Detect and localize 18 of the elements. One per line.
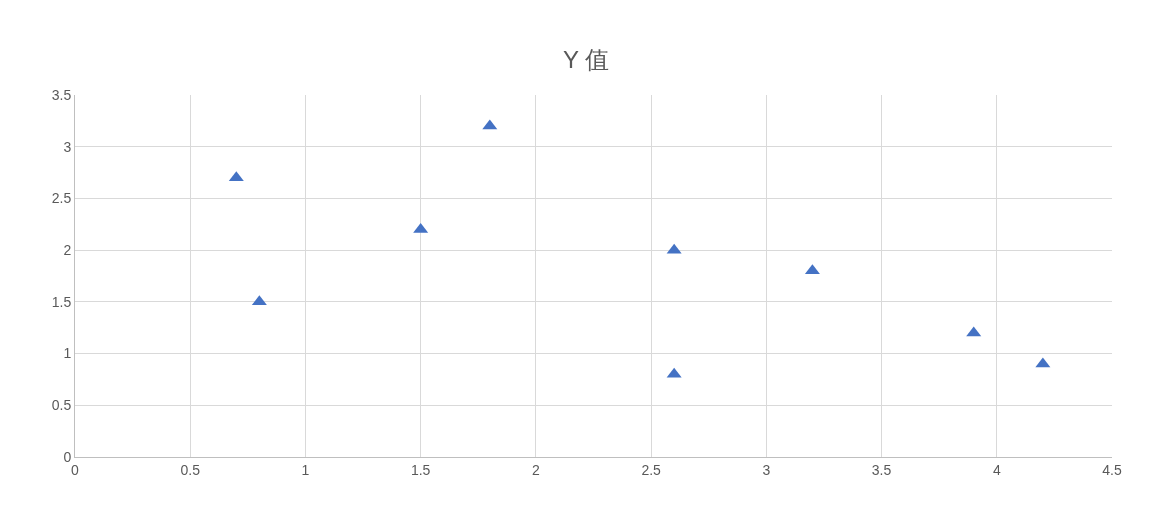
x-tick-label: 4 xyxy=(992,461,1001,478)
y-tick-label: 2.5 xyxy=(51,190,72,207)
y-tick-label: 2 xyxy=(63,242,72,259)
x-tick-label: 2 xyxy=(531,461,540,478)
y-tick-label: 1 xyxy=(63,345,72,362)
x-tick-label: 4.5 xyxy=(1102,461,1122,478)
x-tick-label: 0.5 xyxy=(180,461,201,478)
chart-title: Y 值 xyxy=(562,45,610,73)
y-tick-label: 1.5 xyxy=(51,293,72,310)
x-tick-label: 3.5 xyxy=(871,461,892,478)
x-tick-label: 1 xyxy=(301,461,310,478)
y-tick-label: 0.5 xyxy=(51,397,72,414)
y-tick-label: 3 xyxy=(63,138,72,155)
x-tick-label: 1.5 xyxy=(410,461,431,478)
y-tick-label: 0 xyxy=(63,448,72,465)
x-tick-label: 3 xyxy=(762,461,771,478)
y-tick-label: 3.5 xyxy=(51,86,72,103)
x-tick-label: 2.5 xyxy=(641,461,662,478)
